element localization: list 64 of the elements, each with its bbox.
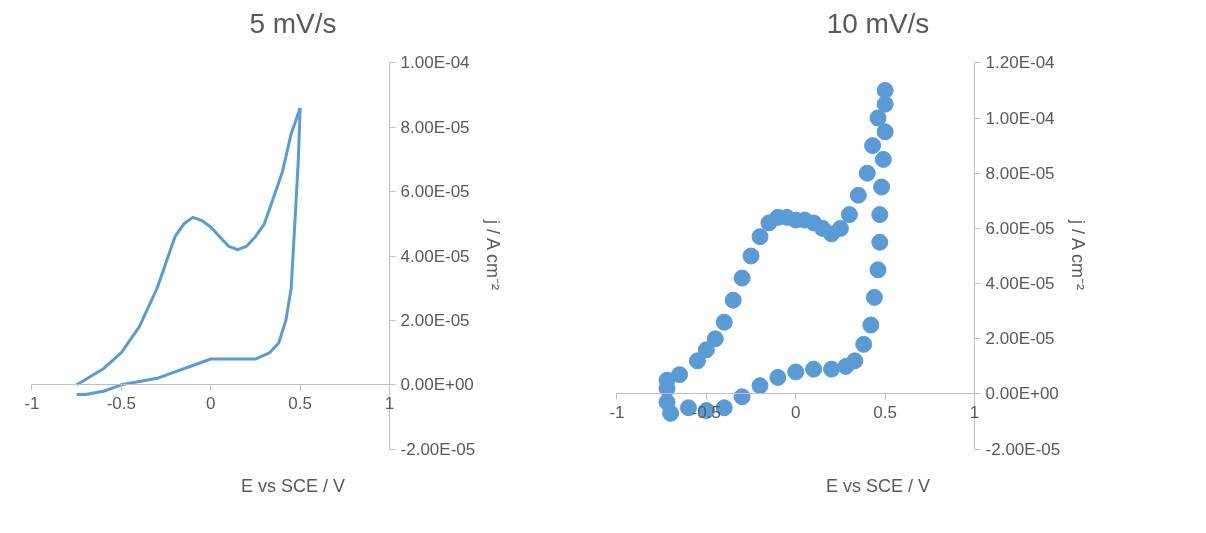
y-axis-title: j / A cm⁻² — [1068, 219, 1089, 291]
point — [706, 330, 724, 348]
point — [876, 123, 894, 141]
x-axis-title: E vs SCE / V — [825, 475, 931, 496]
y-tick-label: 4.00E-05 — [985, 274, 1055, 294]
x-tick-label: 0 — [791, 402, 801, 422]
point — [864, 137, 882, 155]
y-tick-label: -2.00E-05 — [400, 439, 476, 459]
y-tick-label: 6.00E-05 — [985, 218, 1055, 238]
x-tick-label: -1 — [24, 393, 40, 413]
y-tick-label: 4.00E-05 — [400, 246, 470, 266]
x-tick-label: 1 — [969, 402, 980, 422]
y-tick-label: 0.00E+00 — [400, 375, 474, 395]
y-tick-label: 0.00E+00 — [985, 384, 1059, 404]
point — [742, 247, 760, 265]
point — [871, 206, 889, 224]
point — [715, 313, 733, 331]
point — [733, 388, 751, 406]
x-tick-label: 0.5 — [873, 402, 897, 422]
point — [769, 368, 787, 386]
point — [724, 291, 742, 309]
point — [876, 81, 894, 99]
point — [688, 352, 706, 370]
point — [751, 228, 769, 246]
y-axis-title: j / A cm⁻² — [483, 219, 504, 291]
y-tick-label: 1.00E-04 — [985, 108, 1055, 128]
y-tick-label: 1.20E-04 — [985, 53, 1055, 73]
y-tick-label: 2.00E-05 — [985, 329, 1055, 349]
point — [871, 233, 889, 251]
point — [840, 206, 858, 224]
point — [876, 95, 894, 113]
point — [823, 360, 841, 378]
point — [862, 316, 880, 334]
point — [855, 335, 873, 353]
y-tick-label: -2.00E-05 — [985, 439, 1061, 459]
x-tick-label: -0.5 — [106, 393, 136, 413]
point — [869, 109, 887, 127]
point — [787, 363, 805, 381]
point — [869, 261, 887, 279]
chart-title: 10 mV/s — [826, 7, 930, 39]
chart-title: 5 mV/s — [249, 7, 337, 39]
y-tick-label: 1.00E-04 — [400, 53, 470, 73]
point — [849, 186, 867, 204]
point — [671, 366, 689, 384]
y-tick-label: 2.00E-05 — [400, 310, 470, 330]
point — [658, 393, 676, 411]
point — [733, 269, 751, 287]
point — [751, 377, 769, 395]
y-tick-label: 8.00E-05 — [985, 163, 1055, 183]
x-tick-label: 0 — [206, 393, 216, 413]
x-tick-label: 0.5 — [288, 393, 312, 413]
x-axis-title: E vs SCE / V — [240, 475, 346, 496]
point — [837, 357, 855, 375]
point — [858, 164, 876, 182]
point — [865, 288, 883, 306]
x-tick-label: 1 — [384, 393, 395, 413]
point — [805, 360, 823, 378]
point — [697, 341, 715, 359]
y-tick-label: 8.00E-05 — [400, 117, 470, 137]
point — [831, 219, 849, 237]
y-tick-label: 6.00E-05 — [400, 182, 470, 202]
x-tick-label: -1 — [609, 402, 625, 422]
point — [874, 150, 892, 168]
point — [873, 178, 891, 196]
